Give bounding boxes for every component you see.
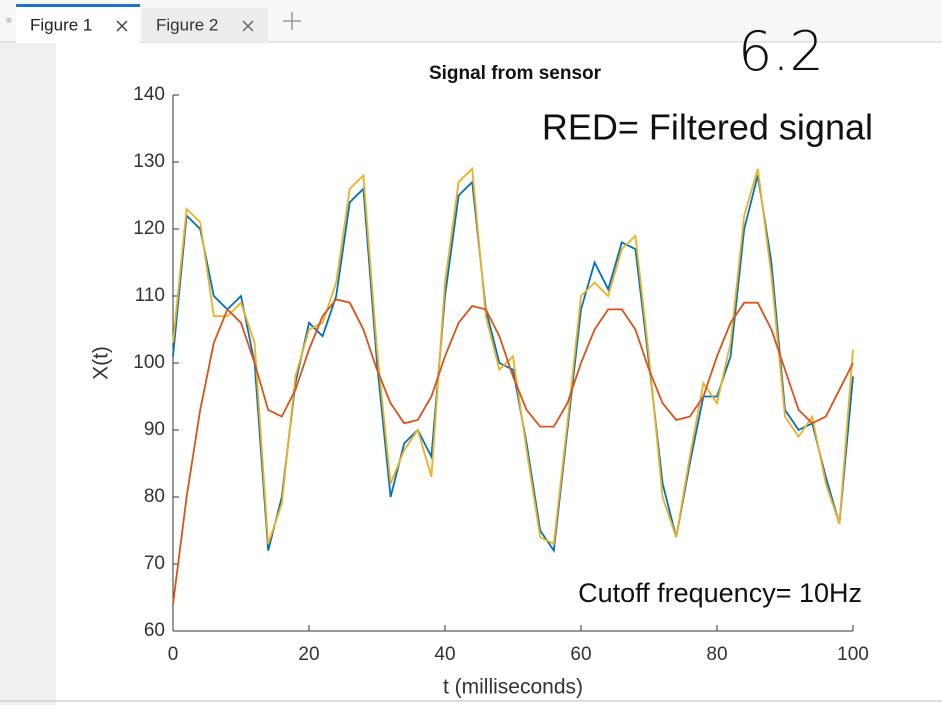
x-tick-label: 100 (837, 644, 869, 665)
tab-highlight (16, 4, 140, 7)
chart-title: Signal from sensor (429, 63, 602, 84)
y-axis-label: X(t) (90, 346, 113, 380)
tab-label[interactable]: Figure 2 (156, 15, 218, 34)
y-tick-label: 140 (133, 84, 165, 105)
x-axis-label: t (milliseconds) (443, 676, 583, 699)
tab-active[interactable] (16, 6, 140, 43)
x-tick-label: 40 (434, 644, 455, 665)
x-tick-label: 80 (706, 644, 727, 665)
x-tick-label: 20 (298, 644, 319, 665)
menu-icon[interactable]: ≡ (6, 16, 12, 27)
x-tick-label: 60 (570, 644, 591, 665)
y-tick-label: 60 (144, 620, 165, 641)
series-line (172, 298, 854, 605)
add-tab-icon[interactable] (283, 12, 301, 30)
side-strip (0, 42, 56, 705)
y-tick-label: 120 (133, 218, 165, 239)
y-tick-label: 90 (144, 419, 165, 440)
handwritten-note: 6.2 (738, 20, 824, 83)
series-line (172, 175, 854, 554)
close-icon[interactable] (116, 20, 128, 32)
y-tick-label: 130 (133, 151, 165, 172)
annotation: RED= Filtered signal (542, 107, 873, 148)
y-tick-label: 70 (144, 553, 165, 574)
tab-label[interactable]: Figure 1 (30, 15, 92, 34)
close-icon[interactable] (242, 20, 254, 32)
y-tick-label: 80 (144, 486, 165, 507)
annotation: Cutoff frequency= 10Hz (578, 578, 862, 608)
y-tick-label: 100 (133, 352, 165, 373)
series-line (172, 166, 854, 546)
y-tick-label: 110 (135, 285, 165, 306)
x-tick-label: 0 (168, 644, 179, 665)
